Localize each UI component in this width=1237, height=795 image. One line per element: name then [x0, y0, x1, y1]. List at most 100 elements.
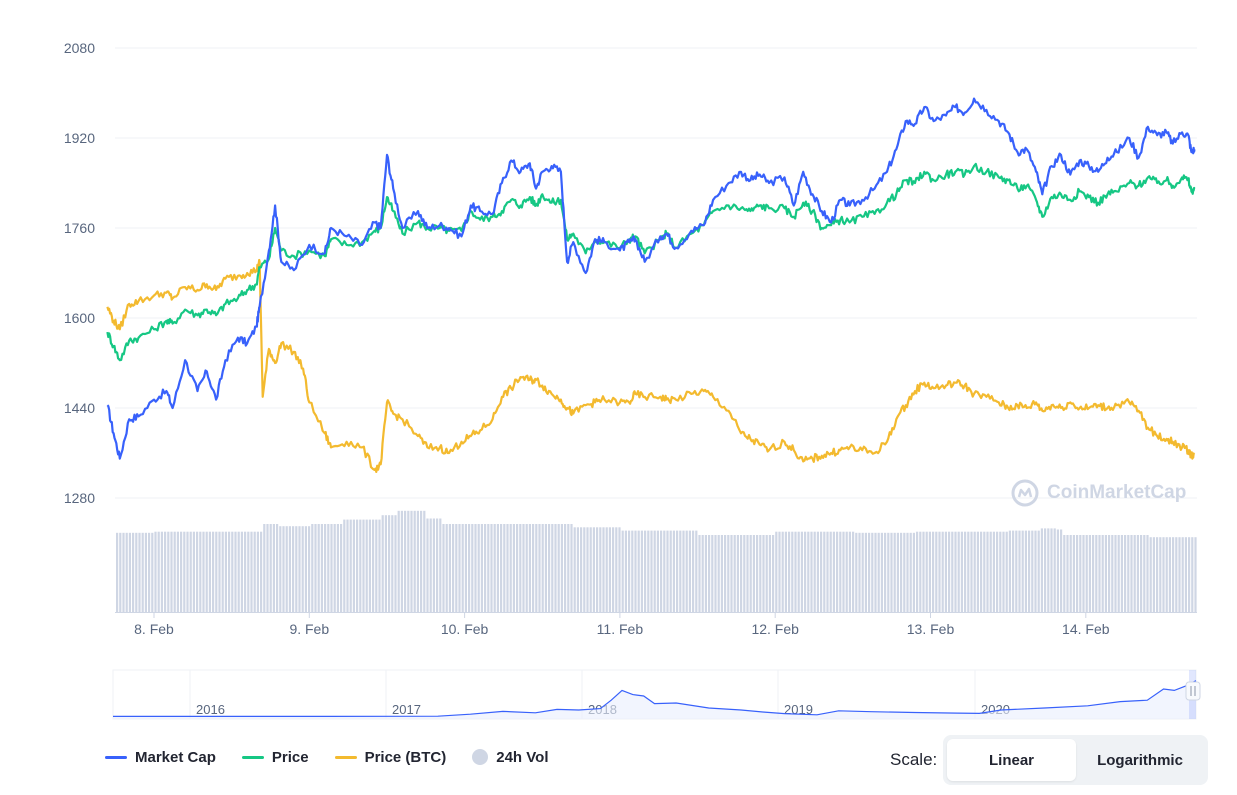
volume-bar	[432, 518, 435, 612]
volume-bar	[1168, 537, 1171, 612]
volume-bar	[253, 531, 256, 612]
volume-bar	[839, 531, 842, 612]
volume-bar	[1104, 535, 1107, 612]
volume-bar	[570, 524, 573, 612]
volume-bar	[797, 531, 800, 612]
volume-bar	[1194, 537, 1197, 612]
volume-bar	[122, 532, 125, 612]
volume-bar	[192, 531, 195, 612]
price-btc-swatch-icon	[334, 755, 357, 759]
scale-logarithmic-button[interactable]: Logarithmic	[1076, 739, 1205, 781]
x-axis-labels: 8. Feb 9. Feb 10. Feb 11. Feb 12. Feb 13. Feb…	[134, 612, 1110, 637]
volume-bar	[743, 535, 746, 612]
volume-bar	[1114, 535, 1117, 612]
volume-bar	[720, 535, 723, 612]
navigator-handle-icon[interactable]	[1185, 681, 1201, 701]
y-tick-label: 1440	[64, 400, 95, 416]
volume-bar	[676, 530, 679, 612]
volume-bar	[1165, 537, 1168, 612]
volume-bar	[436, 518, 439, 612]
volume-bar	[576, 527, 579, 612]
volume-bar	[1124, 535, 1127, 612]
volume-bar	[1149, 537, 1152, 612]
volume-bar	[848, 531, 851, 612]
volume-bar	[800, 531, 803, 612]
volume-bar	[292, 526, 295, 612]
volume-bar	[407, 510, 410, 612]
volume-bar	[1152, 537, 1155, 612]
volume-bar	[740, 535, 743, 612]
volume-bar	[1002, 531, 1005, 612]
volume-bar	[992, 531, 995, 612]
volume-bar	[765, 535, 768, 612]
volume-bar	[231, 531, 234, 612]
volume-bar	[173, 531, 176, 612]
volume-bar	[500, 524, 503, 612]
volume-bar	[1162, 537, 1165, 612]
volume-bar	[836, 531, 839, 612]
x-tick-label: 8. Feb	[134, 621, 174, 637]
volume-bar	[890, 532, 893, 612]
volume-bar	[714, 535, 717, 612]
volume-bar	[612, 527, 615, 612]
volume-bar	[759, 535, 762, 612]
volume-bar	[599, 527, 602, 612]
volume-bar	[909, 532, 912, 612]
scale-linear-button[interactable]: Linear	[947, 739, 1076, 781]
volume-bar	[954, 531, 957, 612]
volume-bar	[983, 531, 986, 612]
volume-bar	[336, 524, 339, 612]
volume-bar	[596, 527, 599, 612]
range-navigator[interactable]: 20162017201820192020	[112, 669, 1201, 720]
volume-bar	[128, 532, 131, 612]
volume-bar	[263, 524, 266, 612]
volume-bar	[794, 531, 797, 612]
volume-bar	[448, 524, 451, 612]
legend-price[interactable]: Price	[241, 749, 309, 766]
volume-bar	[788, 531, 791, 612]
volume-bar	[212, 531, 215, 612]
volume-bar	[151, 532, 154, 612]
x-tick-label: 9. Feb	[289, 621, 329, 637]
volume-bar	[906, 532, 909, 612]
volume-bar	[1095, 535, 1098, 612]
volume-bar	[1085, 535, 1088, 612]
volume-bar	[509, 524, 512, 612]
volume-bar	[631, 530, 634, 612]
volume-bars	[115, 510, 1197, 613]
chart-canvas[interactable]: 2080 1920 1760 1600 1440 1280 8. Feb 9. Feb 10.…	[0, 0, 1237, 740]
volume-bar	[224, 531, 227, 612]
volume-bar	[692, 530, 695, 612]
volume-bar	[490, 524, 493, 612]
volume-bar	[768, 535, 771, 612]
volume-bar	[1072, 535, 1075, 612]
volume-bar	[221, 531, 224, 612]
y-tick-label: 1760	[64, 220, 95, 236]
volume-bar	[365, 519, 368, 612]
volume-bar	[1050, 528, 1053, 612]
volume-bar	[746, 535, 749, 612]
volume-bar	[957, 531, 960, 612]
volume-bar	[413, 510, 416, 612]
volume-bar	[816, 531, 819, 612]
volume-bar	[916, 531, 919, 612]
legend-label: 24h Vol	[496, 748, 549, 766]
legend-market-cap[interactable]: Market Cap	[105, 749, 216, 766]
volume-bar	[1172, 537, 1175, 612]
volume-bar	[663, 530, 666, 612]
volume-bar	[477, 524, 480, 612]
volume-bar	[266, 524, 269, 612]
legend-price-btc[interactable]: Price (BTC)	[334, 749, 446, 766]
volume-bar	[487, 524, 490, 612]
volume-bar	[420, 510, 423, 612]
volume-bar	[228, 531, 231, 612]
volume-bar	[986, 531, 989, 612]
volume-bar	[384, 515, 387, 612]
price-line	[106, 162, 1196, 362]
volume-bar	[237, 531, 240, 612]
legend-24h-vol[interactable]: 24h Vol	[472, 748, 549, 766]
volume-bar	[1031, 530, 1034, 612]
y-tick-label: 1920	[64, 130, 95, 146]
volume-bar	[1188, 537, 1191, 612]
volume-bar	[1159, 537, 1162, 612]
